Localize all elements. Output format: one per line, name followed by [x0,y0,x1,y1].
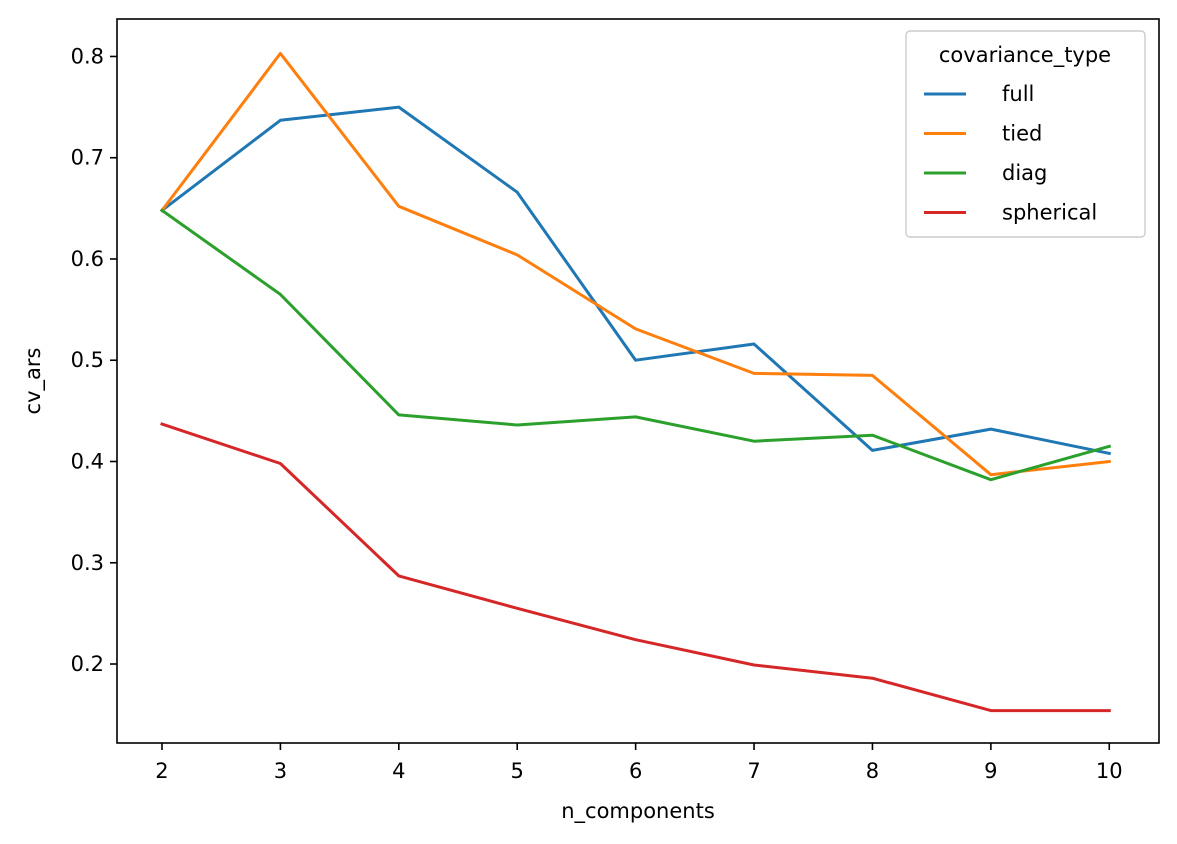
plot-lines [159,51,1112,713]
y-tick-label: 0.8 [71,44,104,68]
y-tick-label: 0.5 [71,348,104,372]
x-tick-label: 3 [274,759,287,783]
x-tick-label: 10 [1096,759,1123,783]
y-tick-label: 0.2 [71,652,104,676]
y-tick-label: 0.6 [71,247,104,271]
legend: covariance_type full tied diag spherical [905,30,1146,238]
legend-label-tied: tied [1002,122,1042,146]
legend-label-full: full [1002,82,1034,106]
x-tick-label: 4 [392,759,405,783]
x-tick-label: 7 [747,759,760,783]
x-tick-label: 8 [866,759,879,783]
legend-title: covariance_type [939,43,1111,68]
legend-box [905,30,1146,238]
x-tick-label: 2 [155,759,168,783]
x-axis-ticks: 2 3 4 5 6 7 8 9 10 [155,743,1123,783]
y-axis-ticks: 0.2 0.3 0.4 0.5 0.6 0.7 0.8 [71,44,117,676]
x-tick-label: 9 [984,759,997,783]
series-line-diag [159,208,1112,482]
y-tick-label: 0.7 [71,146,104,170]
y-axis-label: cv_ars [21,348,46,415]
y-tick-label: 0.3 [71,551,104,575]
legend-entries: full tied diag spherical [924,82,1097,225]
legend-label-diag: diag [1002,161,1047,185]
series-line-spherical [160,422,1111,713]
x-tick-label: 6 [629,759,642,783]
legend-label-spherical: spherical [1002,201,1097,225]
y-tick-label: 0.4 [71,450,104,474]
x-axis-label: n_components [561,799,715,824]
series-line-full [159,105,1112,456]
plot-frame [116,18,1160,744]
x-tick-label: 5 [511,759,524,783]
series-line-tied [159,51,1111,477]
